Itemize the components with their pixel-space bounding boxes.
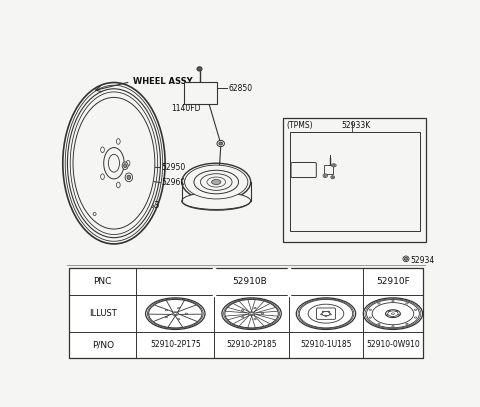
Ellipse shape (101, 147, 104, 153)
Ellipse shape (403, 256, 409, 262)
Text: 52910-0W910: 52910-0W910 (366, 341, 420, 350)
Ellipse shape (182, 192, 251, 210)
Ellipse shape (331, 164, 336, 167)
FancyBboxPatch shape (290, 132, 420, 231)
Text: 24537: 24537 (336, 156, 358, 162)
Text: 52910-2P185: 52910-2P185 (226, 341, 277, 350)
Ellipse shape (185, 165, 248, 199)
Text: 52953: 52953 (331, 163, 353, 168)
Ellipse shape (323, 174, 327, 177)
Ellipse shape (182, 163, 251, 201)
Text: 1140FD: 1140FD (172, 104, 201, 113)
FancyBboxPatch shape (324, 165, 334, 174)
Text: 52910-1U185: 52910-1U185 (300, 341, 352, 350)
Ellipse shape (201, 174, 232, 190)
Text: P/NO: P/NO (92, 341, 114, 350)
Ellipse shape (122, 162, 128, 169)
Text: 52910B: 52910B (232, 277, 267, 286)
Text: 26352: 26352 (331, 184, 353, 190)
Ellipse shape (117, 182, 120, 188)
Text: 52933: 52933 (135, 201, 160, 210)
FancyBboxPatch shape (69, 268, 423, 357)
Ellipse shape (65, 85, 163, 241)
Ellipse shape (332, 177, 334, 178)
Text: (TPMS): (TPMS) (286, 121, 313, 130)
Text: 62850: 62850 (228, 83, 252, 92)
Ellipse shape (125, 173, 132, 182)
Ellipse shape (108, 154, 120, 172)
FancyBboxPatch shape (316, 308, 336, 319)
FancyBboxPatch shape (291, 162, 316, 177)
FancyBboxPatch shape (283, 118, 426, 242)
Text: 52933D: 52933D (314, 173, 342, 179)
Ellipse shape (73, 97, 155, 229)
Text: ILLUST: ILLUST (89, 309, 117, 318)
Text: WHEEL ASSY: WHEEL ASSY (132, 77, 192, 86)
Circle shape (219, 142, 223, 145)
Circle shape (217, 140, 225, 147)
Ellipse shape (70, 92, 157, 234)
Ellipse shape (124, 164, 127, 168)
Ellipse shape (126, 160, 130, 166)
Circle shape (197, 67, 202, 71)
Text: 52933K: 52933K (341, 121, 370, 130)
Ellipse shape (331, 176, 335, 179)
Ellipse shape (333, 164, 335, 166)
Ellipse shape (101, 174, 104, 179)
Text: 52934: 52934 (410, 256, 435, 265)
Ellipse shape (324, 175, 326, 177)
Ellipse shape (194, 170, 239, 194)
Ellipse shape (67, 89, 160, 238)
Text: 52960: 52960 (162, 178, 186, 187)
Text: 52910F: 52910F (376, 277, 410, 286)
FancyBboxPatch shape (184, 82, 217, 104)
Ellipse shape (127, 175, 131, 179)
Text: 52910-2P175: 52910-2P175 (150, 341, 201, 350)
Ellipse shape (404, 257, 408, 260)
Text: 52950: 52950 (162, 163, 186, 172)
Ellipse shape (93, 212, 96, 216)
Ellipse shape (207, 177, 226, 187)
Text: PNC: PNC (94, 277, 112, 286)
Ellipse shape (212, 179, 221, 184)
Ellipse shape (63, 83, 165, 244)
Ellipse shape (104, 148, 124, 179)
Ellipse shape (117, 139, 120, 144)
